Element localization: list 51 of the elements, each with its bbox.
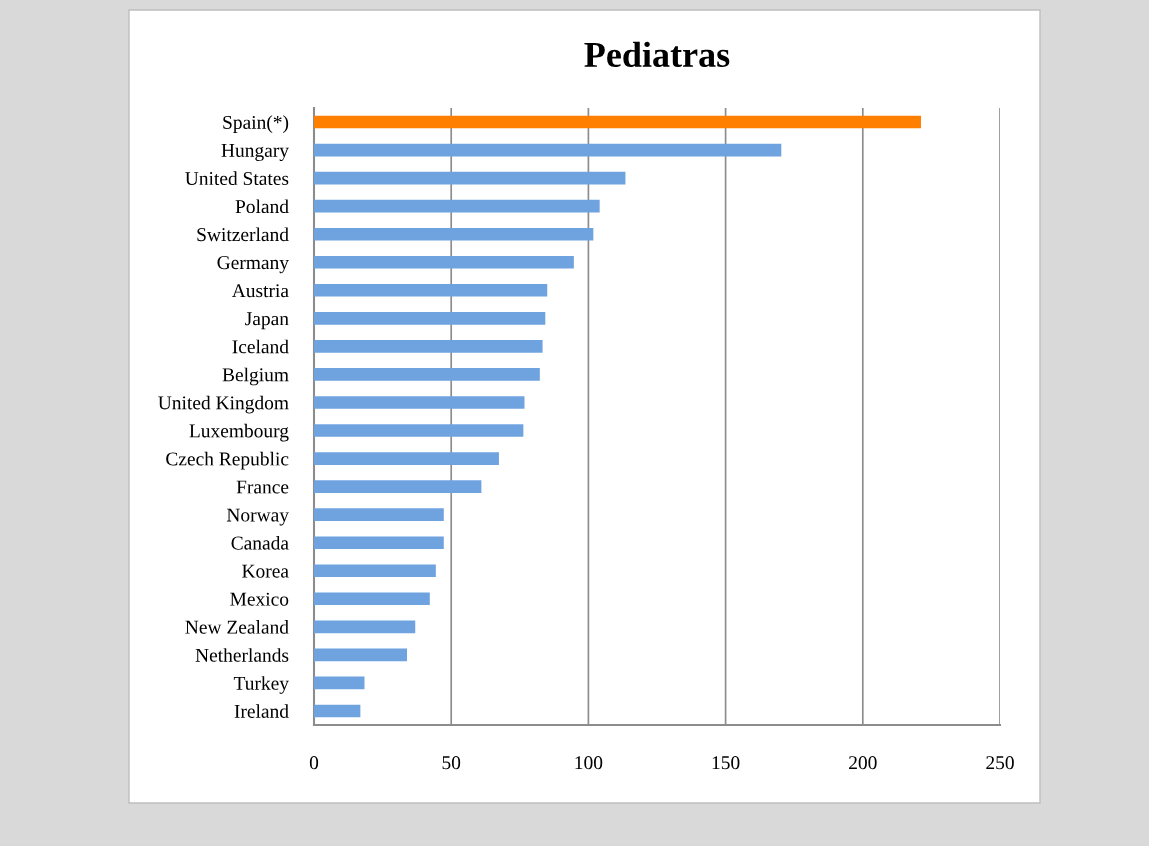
bar — [314, 171, 626, 185]
y-tick-label: Switzerland — [197, 227, 289, 242]
y-tick-label: Japan — [245, 312, 289, 330]
y-tick-label: Germany — [217, 256, 289, 274]
bar — [314, 676, 365, 690]
y-tick-label: Norway — [226, 508, 289, 526]
y-tick-label: Iceland — [232, 339, 289, 354]
y-tick-label: New Zealand — [185, 620, 289, 634]
bar — [314, 592, 430, 606]
bar — [314, 704, 361, 718]
y-tick-label: France — [236, 480, 289, 494]
y-tick-label: Luxembourg — [189, 423, 289, 442]
y-tick-label: United States — [185, 171, 289, 186]
bar — [314, 396, 525, 409]
bar — [314, 564, 436, 578]
bar — [314, 508, 444, 521]
y-tick-label: Poland — [235, 199, 289, 214]
x-tick-label: 100 — [575, 756, 603, 770]
x-tick-label: 250 — [986, 756, 1014, 770]
bar — [314, 368, 540, 381]
y-tick-label: Austria — [231, 284, 289, 298]
bar — [314, 480, 482, 493]
y-tick-label: Czech Republic — [166, 451, 289, 470]
bar — [314, 536, 444, 550]
y-tick-label: United Kingdom — [158, 395, 289, 414]
bar — [314, 620, 416, 634]
x-tick-label: 200 — [849, 756, 877, 770]
bar — [314, 283, 548, 297]
bar — [314, 312, 546, 325]
chart-title: Pediatras — [584, 41, 730, 68]
bar — [314, 115, 921, 129]
bar — [314, 340, 543, 353]
x-tick-label: 150 — [712, 756, 740, 770]
y-tick-label: Ireland — [234, 704, 289, 718]
y-tick-label: Netherlands — [195, 648, 289, 662]
x-tick-label: 0 — [309, 756, 319, 770]
y-tick-label: Canada — [231, 535, 289, 550]
bar — [314, 648, 408, 662]
bar — [314, 255, 574, 269]
y-tick-label: Mexico — [230, 592, 289, 606]
bar — [314, 227, 594, 241]
y-tick-label: Spain(*) — [223, 115, 289, 133]
y-tick-label: Hungary — [221, 144, 289, 161]
bar — [314, 199, 600, 213]
y-tick-label: Turkey — [233, 676, 289, 694]
x-tick-label: 50 — [442, 756, 461, 770]
bar — [314, 424, 524, 437]
bar — [314, 143, 782, 157]
y-tick-label: Korea — [242, 564, 289, 578]
y-tick-label: Belgium — [222, 367, 289, 386]
bar — [314, 452, 499, 465]
